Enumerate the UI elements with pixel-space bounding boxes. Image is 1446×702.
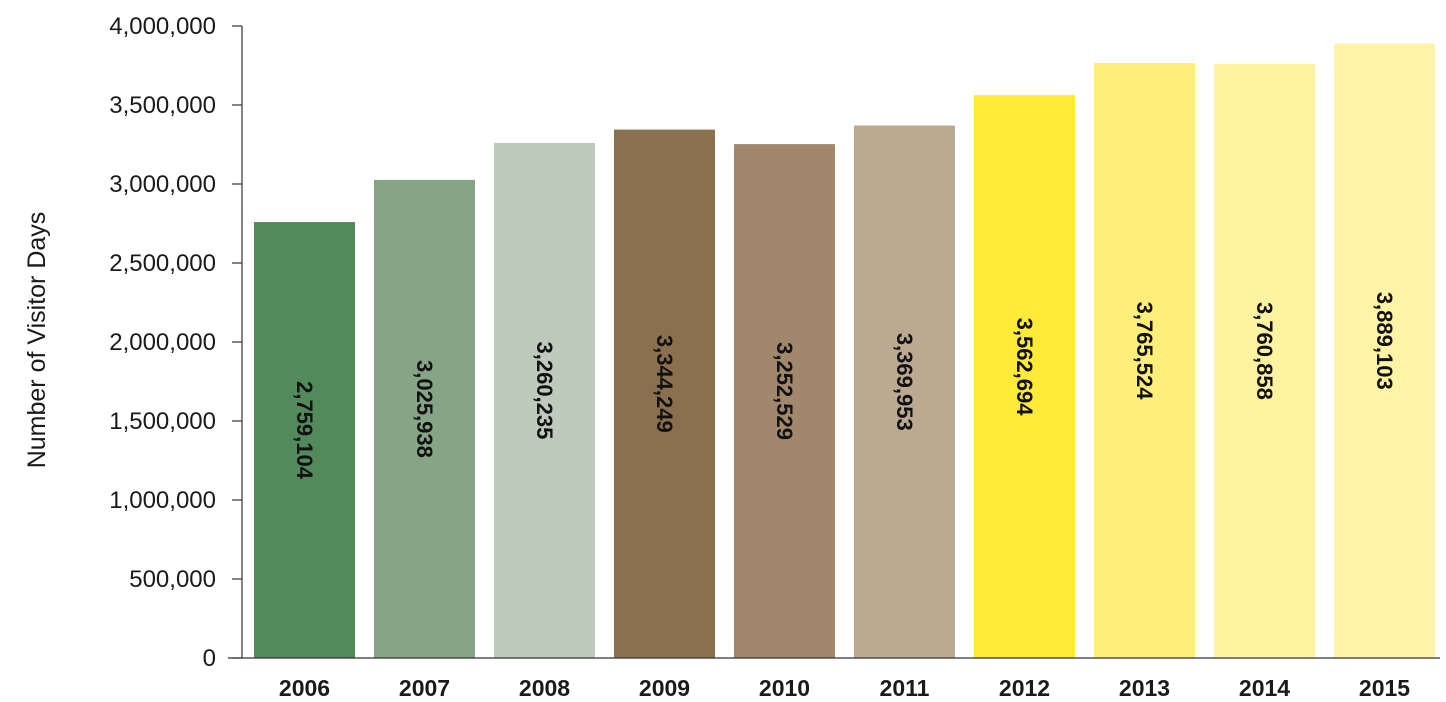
y-tick-label: 1,500,000 xyxy=(109,408,216,435)
x-tick-label: 2008 xyxy=(519,675,570,701)
x-axis: 2006 2007 2008 2009 2010 2011 2012 2013 2014 2015 xyxy=(228,657,1440,701)
x-tick-label: 2010 xyxy=(759,675,810,701)
bar-value-label: 3,765,524 xyxy=(1132,302,1157,401)
x-tick-label: 2007 xyxy=(399,675,450,701)
x-tick-label: 2015 xyxy=(1359,675,1410,701)
y-tick-label: 2,500,000 xyxy=(109,250,216,277)
x-tick-label: 2009 xyxy=(639,675,690,701)
bar-2012 xyxy=(974,95,1075,658)
y-tick-label: 4,000,000 xyxy=(109,13,216,40)
bar-2010 xyxy=(734,144,835,659)
y-axis-title: Number of Visitor Days xyxy=(23,212,51,469)
bar-value-label: 3,344,249 xyxy=(652,335,677,433)
bar-value-label: 3,369,953 xyxy=(892,333,917,431)
x-tick-label: 2014 xyxy=(1239,675,1290,701)
y-tick-label: 2,000,000 xyxy=(109,329,216,356)
bar-value-label: 3,562,694 xyxy=(1012,318,1037,417)
bar-value-label: 3,252,529 xyxy=(772,342,797,440)
bar-2007 xyxy=(374,179,475,658)
y-tick-label: 500,000 xyxy=(129,566,216,593)
x-tick-label: 2012 xyxy=(999,675,1050,701)
bar-2013 xyxy=(1094,63,1195,659)
bar-value-label: 3,260,235 xyxy=(532,342,557,440)
bar-2006 xyxy=(254,222,355,658)
bar-2011 xyxy=(854,125,955,658)
y-axis: 0 500,000 1,000,000 1,500,000 2,000,000 2,500… xyxy=(109,13,243,672)
bar-2008 xyxy=(494,142,595,658)
y-tick-label: 3,500,000 xyxy=(109,92,216,119)
bars: 2,759,104 3,025,938 3,260,235 3,344,249 3,25… xyxy=(254,43,1435,659)
bar-2009 xyxy=(614,129,715,659)
bar-value-label: 3,760,858 xyxy=(1252,302,1277,400)
y-tick-label: 3,000,000 xyxy=(109,171,216,198)
x-tick-label: 2006 xyxy=(279,675,330,701)
bar-value-label: 2,759,104 xyxy=(292,381,317,480)
x-tick-label: 2013 xyxy=(1119,675,1170,701)
bar-2014 xyxy=(1214,63,1315,659)
bar-value-label: 3,025,938 xyxy=(412,360,437,458)
bar-value-label: 3,889,103 xyxy=(1372,292,1397,390)
y-tick-label: 1,000,000 xyxy=(109,487,216,514)
bar-2015 xyxy=(1334,43,1435,658)
x-tick-label: 2011 xyxy=(880,675,930,701)
y-tick-label: 0 xyxy=(203,645,216,672)
